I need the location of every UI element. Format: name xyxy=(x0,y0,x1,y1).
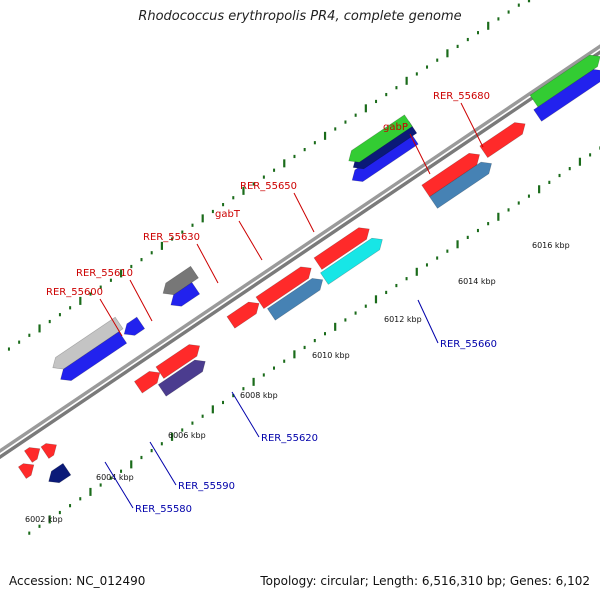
gene-label-leader xyxy=(129,279,153,322)
gene-arrow xyxy=(133,371,161,394)
lower-tick-track xyxy=(28,146,600,535)
gene-label-leader xyxy=(104,461,134,509)
scale-label: 6010 kbp xyxy=(312,351,350,360)
gene-arrow xyxy=(162,265,199,296)
gene-label-reverse: RER_55620 xyxy=(261,433,318,444)
gene-arrow xyxy=(155,344,201,379)
scale-label: 6008 kbp xyxy=(240,391,278,400)
scale-label: 6002 kbp xyxy=(25,515,63,524)
gene-label-reverse: RER_55580 xyxy=(135,504,192,515)
gene-label-leader xyxy=(409,133,431,175)
gene-label-forward: gabT xyxy=(215,209,241,220)
gene-label-leader xyxy=(231,391,260,438)
gene-label-leader xyxy=(238,220,263,261)
gene-arrow xyxy=(479,122,526,159)
gene-arrow xyxy=(60,331,128,381)
gene-label-leader xyxy=(196,243,219,284)
gene-arrow xyxy=(226,301,260,329)
gene-arrow xyxy=(313,227,370,270)
gene-arrow xyxy=(348,114,413,163)
gene-arrow xyxy=(421,152,480,198)
gene-label-reverse: RER_55660 xyxy=(440,339,497,350)
gene-arrow xyxy=(40,443,57,459)
backbone-line xyxy=(0,44,600,454)
gene-label-forward: RER_55650 xyxy=(240,181,297,192)
gene-arrow xyxy=(52,316,124,370)
gene-arrow xyxy=(123,316,146,336)
scale-label: 6012 kbp xyxy=(384,315,422,324)
gene-label-leader xyxy=(293,192,315,233)
gene-label-leader xyxy=(99,298,123,337)
gene-arrow xyxy=(351,132,419,182)
genome-backbone xyxy=(0,44,600,460)
gene-label-forward: RER_55610 xyxy=(76,268,133,279)
gene-arrow xyxy=(429,161,492,209)
gene-label-leader xyxy=(417,299,439,344)
gene-arrow xyxy=(23,447,41,463)
gene-arrow xyxy=(533,69,600,122)
gene-arrow xyxy=(529,54,600,108)
backbone-line xyxy=(0,50,600,460)
gene-label-reverse: RER_55590 xyxy=(178,481,235,492)
scale-label: 6006 kbp xyxy=(168,431,206,440)
gene-label-leader xyxy=(149,441,177,486)
gene-arrow xyxy=(320,237,383,285)
gene-arrow xyxy=(266,278,324,321)
gene-label-forward: RER_55680 xyxy=(433,91,490,102)
gene-label-forward: gabP xyxy=(383,122,408,133)
gene-label-forward: RER_55630 xyxy=(143,232,200,243)
upper-tick-track xyxy=(7,0,531,351)
gene-arrow xyxy=(17,463,35,479)
scale-label: 6014 kbp xyxy=(458,277,496,286)
map-title: Rhodococcus erythropolis PR4, complete g… xyxy=(138,9,462,24)
gene-arrow xyxy=(48,462,72,484)
gene-arrow xyxy=(157,359,206,397)
genome-summary-text: Topology: circular; Length: 6,516,310 bp… xyxy=(260,574,590,588)
gene-arrow xyxy=(170,281,201,307)
gene-arrow xyxy=(255,266,312,310)
accession-text: Accession: NC_012490 xyxy=(9,574,146,588)
gene-label-leader xyxy=(460,102,484,148)
scale-label: 6016 kbp xyxy=(532,241,570,250)
gene-label-forward: RER_55600 xyxy=(46,287,103,298)
